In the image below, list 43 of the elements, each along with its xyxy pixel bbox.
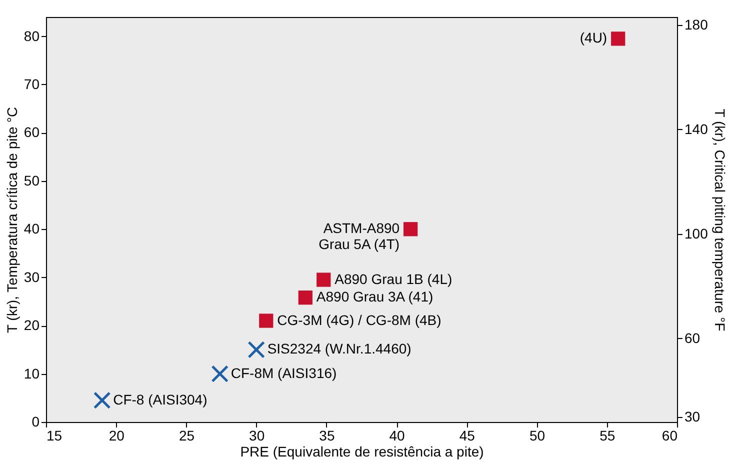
y-tick-label: 10	[24, 365, 40, 382]
y2-tick-label: 180	[684, 16, 708, 32]
point	[211, 365, 229, 382]
x-tick-label: 45	[459, 428, 476, 444]
point	[404, 222, 418, 236]
y2-tick-label: 140	[684, 120, 708, 137]
annotation: A890 Grau 3A (41)	[316, 288, 434, 305]
annotation: ASTM-A890 Grau 5A (4T)	[318, 220, 400, 252]
point	[611, 32, 626, 46]
y-tick-label: 80	[24, 28, 40, 44]
x-tick-label: 40	[389, 428, 406, 444]
x-tick-label: 60	[662, 428, 678, 444]
annotation: CF-8 (AISI304)	[113, 391, 208, 408]
x-tick-label: 30	[249, 428, 265, 444]
y-tick-label: 70	[24, 76, 40, 92]
point	[93, 392, 111, 409]
y2-tick-label: 30	[684, 408, 700, 424]
x-tick-label: 50	[529, 428, 546, 444]
y2-tick-label: 100	[684, 225, 708, 242]
x-tick-label: 25	[178, 428, 195, 444]
y-tick-label: 40	[24, 220, 40, 237]
annotation: CG-3M (4G) / CG-8M (4B)	[277, 312, 442, 328]
point	[298, 290, 312, 305]
x-tick-label: 35	[319, 428, 335, 444]
y-tick-label: 0	[32, 414, 40, 430]
y-tick-label: 20	[24, 317, 40, 334]
x-tick-label: 55	[600, 428, 616, 444]
x-tick-label: 20	[108, 428, 125, 444]
point	[316, 272, 331, 287]
y-axis-title: T (kr), Temperatura crítica de pite °C	[4, 106, 20, 334]
point	[248, 341, 265, 358]
annotation: SIS2324 (W.Nr.1.4460)	[267, 340, 412, 357]
y-tick-label: 50	[24, 172, 40, 188]
annotation: (4U)	[580, 30, 608, 46]
point	[259, 314, 274, 328]
y-tick-label: 30	[24, 268, 40, 285]
y2-axis-title: T (kr), Critical pitting temperature °F	[712, 108, 728, 332]
y-tick-label: 60	[24, 124, 40, 140]
y2-tick-label: 60	[684, 330, 700, 346]
annotation: A890 Grau 1B (4L)	[334, 270, 452, 287]
annotation: CF-8M (AISI316)	[230, 364, 337, 381]
x-tick-label: 15	[46, 428, 62, 444]
x-axis-title: PRE (Equivalente de resistência a pite)	[240, 444, 484, 460]
